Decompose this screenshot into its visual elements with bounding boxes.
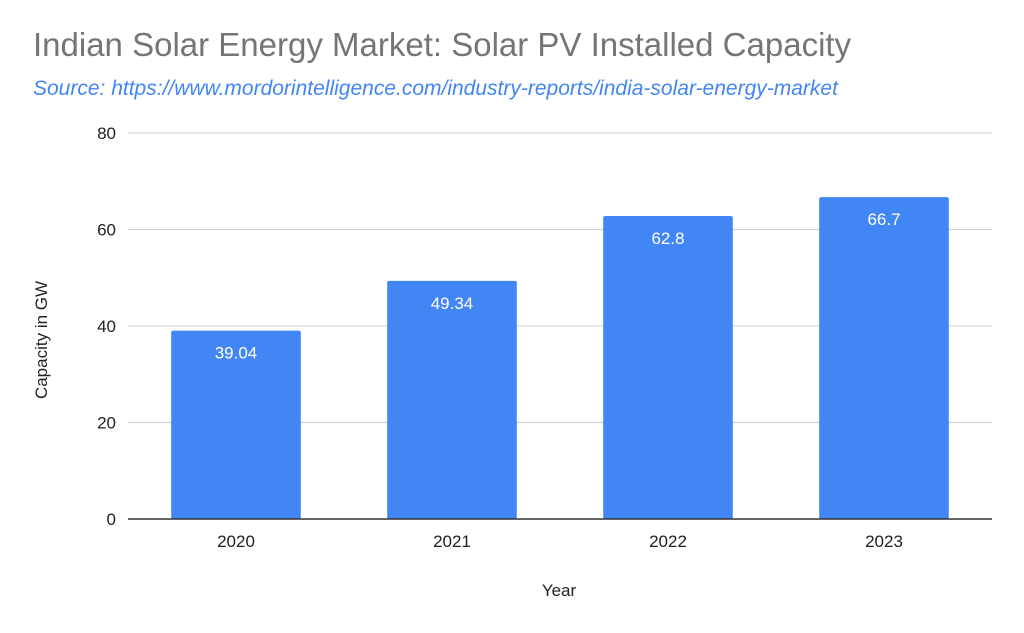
data-labels: 39.04 49.34 62.8 66.7 xyxy=(215,210,901,362)
y-axis-title: Capacity in GW xyxy=(32,281,51,399)
y-tick-label: 20 xyxy=(97,414,116,433)
axes: 0 20 40 60 80 2020 2021 2022 2023 xyxy=(97,124,992,551)
y-tick-label: 80 xyxy=(97,124,116,143)
bar xyxy=(819,197,949,520)
chart-title: Indian Solar Energy Market: Solar PV Ins… xyxy=(33,26,852,63)
x-tick-label: 2021 xyxy=(433,532,471,551)
bar xyxy=(171,330,301,519)
bar xyxy=(603,215,733,520)
y-tick-label: 0 xyxy=(107,510,116,529)
x-axis-title: Year xyxy=(542,581,577,600)
bar-data-label: 49.34 xyxy=(431,294,474,313)
bars xyxy=(171,197,949,520)
chart-subtitle: Source: https://www.mordorintelligence.c… xyxy=(33,77,838,100)
y-tick-label: 40 xyxy=(97,317,116,336)
y-tick-label: 60 xyxy=(97,221,116,240)
bar xyxy=(387,280,517,519)
bar-data-label: 62.8 xyxy=(651,229,684,248)
bar-data-label: 39.04 xyxy=(215,344,258,363)
bar-data-label: 66.7 xyxy=(867,210,900,229)
x-tick-label: 2023 xyxy=(865,532,903,551)
x-tick-label: 2020 xyxy=(217,532,255,551)
x-tick-label: 2022 xyxy=(649,532,687,551)
